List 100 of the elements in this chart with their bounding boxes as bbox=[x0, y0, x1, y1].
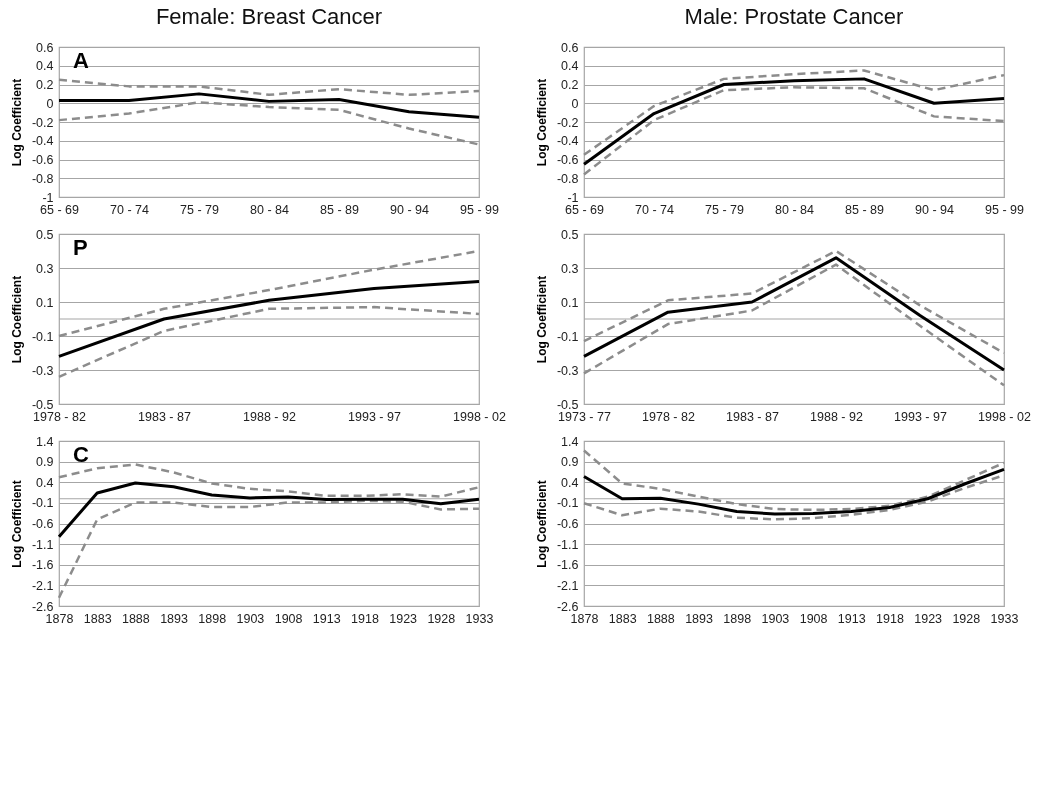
x-tick-label: 1883 bbox=[83, 611, 112, 626]
line-series bbox=[57, 101, 481, 146]
x-tick-label: 1983 - 87 bbox=[726, 409, 779, 424]
y-tick-label: -0.1 bbox=[556, 329, 579, 344]
x-tick-label: 65 - 69 bbox=[40, 202, 79, 217]
y-tick-label: -1.1 bbox=[31, 537, 54, 552]
x-tick-label: 1983 - 87 bbox=[138, 409, 191, 424]
x-tick-label: 1928 bbox=[952, 611, 981, 626]
x-tick-label: 70 - 74 bbox=[635, 202, 674, 217]
y-tick-label: -0.8 bbox=[31, 171, 54, 186]
line-series bbox=[582, 77, 1006, 166]
y-tick-label: 0 bbox=[571, 96, 579, 111]
x-tick-label: 1928 bbox=[427, 611, 456, 626]
y-tick-label: 1.4 bbox=[36, 434, 54, 449]
y-tick-label: 0.4 bbox=[561, 59, 579, 74]
y-tick-label: -0.3 bbox=[31, 363, 54, 378]
x-tick-label: 1908 bbox=[274, 611, 303, 626]
y-axis-title: Log Coefficient bbox=[9, 480, 24, 568]
x-tick-label: 1888 bbox=[121, 611, 150, 626]
y-tick-label: 0.9 bbox=[36, 455, 54, 470]
y-tick-label: -0.5 bbox=[556, 397, 579, 412]
y-tick-label: 0.6 bbox=[561, 40, 579, 55]
x-tick-label: 1898 bbox=[198, 611, 227, 626]
x-tick-label: 1898 bbox=[723, 611, 752, 626]
y-tick-label: 0.4 bbox=[36, 59, 54, 74]
y-tick-label: -1 bbox=[42, 190, 54, 205]
y-tick-label: -0.3 bbox=[556, 363, 579, 378]
x-tick-label: 1933 bbox=[465, 611, 494, 626]
x-tick-label: 75 - 79 bbox=[180, 202, 219, 217]
x-tick-label: 1878 bbox=[570, 611, 599, 626]
x-tick-label: 90 - 94 bbox=[915, 202, 954, 217]
line-series bbox=[57, 481, 481, 539]
line-series bbox=[57, 280, 481, 358]
y-tick-label: 0.2 bbox=[561, 78, 579, 92]
y-tick-label: 0.5 bbox=[36, 227, 54, 242]
x-tick-label: 1913 bbox=[837, 611, 866, 626]
y-axis-title: Log Coefficient bbox=[534, 78, 549, 167]
x-tick-label: 1913 bbox=[312, 611, 341, 626]
y-axis-title: Log Coefficient bbox=[534, 275, 549, 364]
line-series bbox=[582, 249, 1006, 355]
x-tick-label: 80 - 84 bbox=[775, 202, 814, 217]
x-tick-label: 1933 bbox=[990, 611, 1019, 626]
y-tick-label: -0.4 bbox=[556, 134, 579, 149]
y-tick-label: -0.8 bbox=[556, 171, 579, 186]
y-tick-label: -2.6 bbox=[31, 599, 54, 614]
x-tick-label: 1878 bbox=[45, 611, 74, 626]
y-tick-label: -0.1 bbox=[31, 496, 54, 511]
y-axis-title: Log Coefficient bbox=[9, 78, 24, 167]
x-tick-label: 1923 bbox=[914, 611, 943, 626]
x-tick-label: 1903 bbox=[761, 611, 790, 626]
y-tick-label: -2.6 bbox=[556, 599, 579, 614]
y-tick-label: 0.6 bbox=[36, 40, 54, 55]
x-tick-label: 1923 bbox=[389, 611, 418, 626]
x-tick-label: 65 - 69 bbox=[565, 202, 604, 217]
y-tick-label: -0.5 bbox=[31, 397, 54, 412]
x-tick-label: 80 - 84 bbox=[250, 202, 289, 217]
line-series bbox=[57, 499, 481, 599]
y-tick-label: -0.6 bbox=[556, 153, 579, 167]
x-tick-label: 1988 - 92 bbox=[810, 409, 863, 424]
y-tick-label: 0.1 bbox=[561, 295, 579, 310]
x-tick-label: 1988 - 92 bbox=[243, 409, 296, 424]
x-tick-label: 1993 - 97 bbox=[894, 409, 947, 424]
y-tick-label: -0.2 bbox=[556, 115, 579, 130]
y-tick-label: -1.6 bbox=[556, 558, 579, 573]
x-tick-label: 1978 - 82 bbox=[642, 409, 695, 424]
x-tick-label: 1883 bbox=[608, 611, 637, 626]
line-series bbox=[57, 92, 481, 119]
y-tick-label: 0.1 bbox=[36, 295, 54, 310]
y-tick-label: -1.1 bbox=[556, 537, 579, 552]
line-series bbox=[57, 463, 481, 498]
line-series bbox=[582, 69, 1006, 157]
chart-title: Female: Breast Cancer bbox=[155, 4, 383, 29]
y-tick-label: 0.4 bbox=[561, 475, 579, 490]
y-tick-label: -0.4 bbox=[31, 134, 54, 149]
annotation: A bbox=[73, 48, 89, 73]
x-tick-label: 95 - 99 bbox=[460, 202, 499, 217]
x-tick-label: 85 - 89 bbox=[845, 202, 884, 217]
x-tick-label: 75 - 79 bbox=[705, 202, 744, 217]
x-tick-label: 1918 bbox=[876, 611, 904, 626]
chart-title: Male: Prostate Cancer bbox=[684, 4, 904, 29]
x-tick-label: 1903 bbox=[236, 611, 265, 626]
y-tick-label: -2.1 bbox=[31, 578, 54, 593]
x-tick-label: 70 - 74 bbox=[110, 202, 149, 217]
y-tick-label: -0.6 bbox=[31, 153, 54, 167]
x-tick-label: 1973 - 77 bbox=[558, 409, 611, 424]
y-tick-label: 0.5 bbox=[561, 227, 579, 242]
y-tick-label: -1.6 bbox=[31, 558, 54, 573]
y-tick-label: -2.1 bbox=[556, 578, 579, 593]
x-tick-label: 85 - 89 bbox=[320, 202, 359, 217]
y-tick-label: -0.6 bbox=[556, 517, 579, 531]
y-axis-title: Log Coefficient bbox=[534, 480, 549, 568]
y-tick-label: 0.3 bbox=[561, 261, 579, 276]
x-tick-label: 1993 - 97 bbox=[348, 409, 401, 424]
x-tick-label: 1888 bbox=[646, 611, 675, 626]
x-tick-label: 1893 bbox=[685, 611, 713, 626]
y-tick-label: -1 bbox=[567, 190, 579, 205]
y-tick-label: 0.2 bbox=[36, 78, 54, 92]
y-tick-label: -0.6 bbox=[31, 517, 54, 531]
x-tick-label: 1908 bbox=[799, 611, 828, 626]
y-tick-label: 1.4 bbox=[561, 434, 579, 449]
